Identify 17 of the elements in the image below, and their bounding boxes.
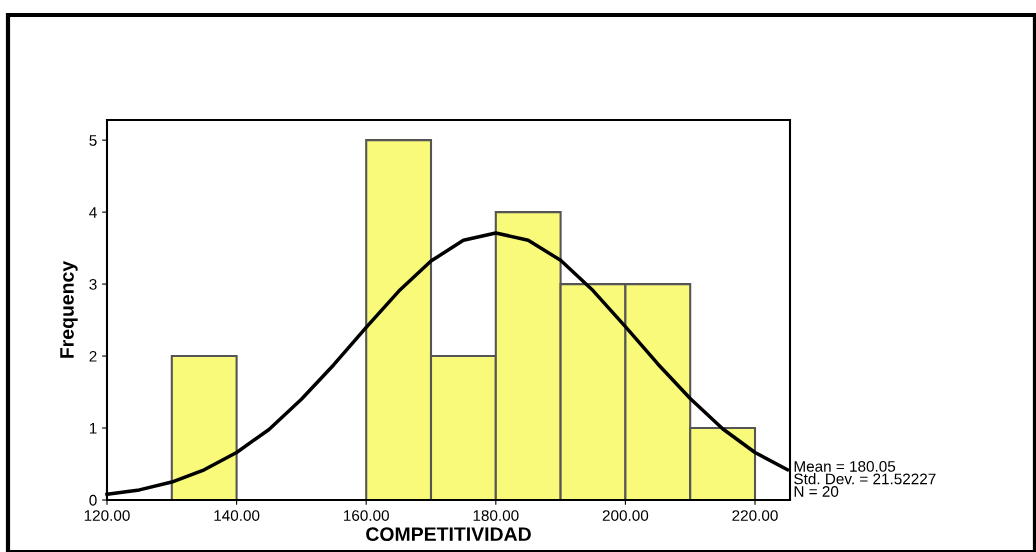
y-tick-label: 1 xyxy=(89,423,97,434)
text: N = 20 xyxy=(794,486,839,497)
y-tick-label: 5 xyxy=(89,135,97,146)
x-tick-label: 180.00 xyxy=(473,510,519,521)
x-tick-label: 220.00 xyxy=(732,510,778,521)
x-tick-label: 120.00 xyxy=(84,510,130,521)
x-axis-title: COMPETITIVIDAD xyxy=(366,527,531,542)
y-axis-title: Frequency xyxy=(60,260,78,358)
y-tick-label: 3 xyxy=(89,278,97,290)
text: Mean = 180.05 xyxy=(794,460,896,472)
x-tick-label: 140.00 xyxy=(214,510,260,521)
x-tick-label: 200.00 xyxy=(602,510,649,521)
y-tick-label: 2 xyxy=(89,350,97,362)
y-tick-label: 4 xyxy=(89,207,97,218)
y-tick-label: 0 xyxy=(89,494,97,506)
text: Std. Dev. = 21.52227 xyxy=(794,473,936,485)
x-tick-label: 160.00 xyxy=(344,510,389,521)
